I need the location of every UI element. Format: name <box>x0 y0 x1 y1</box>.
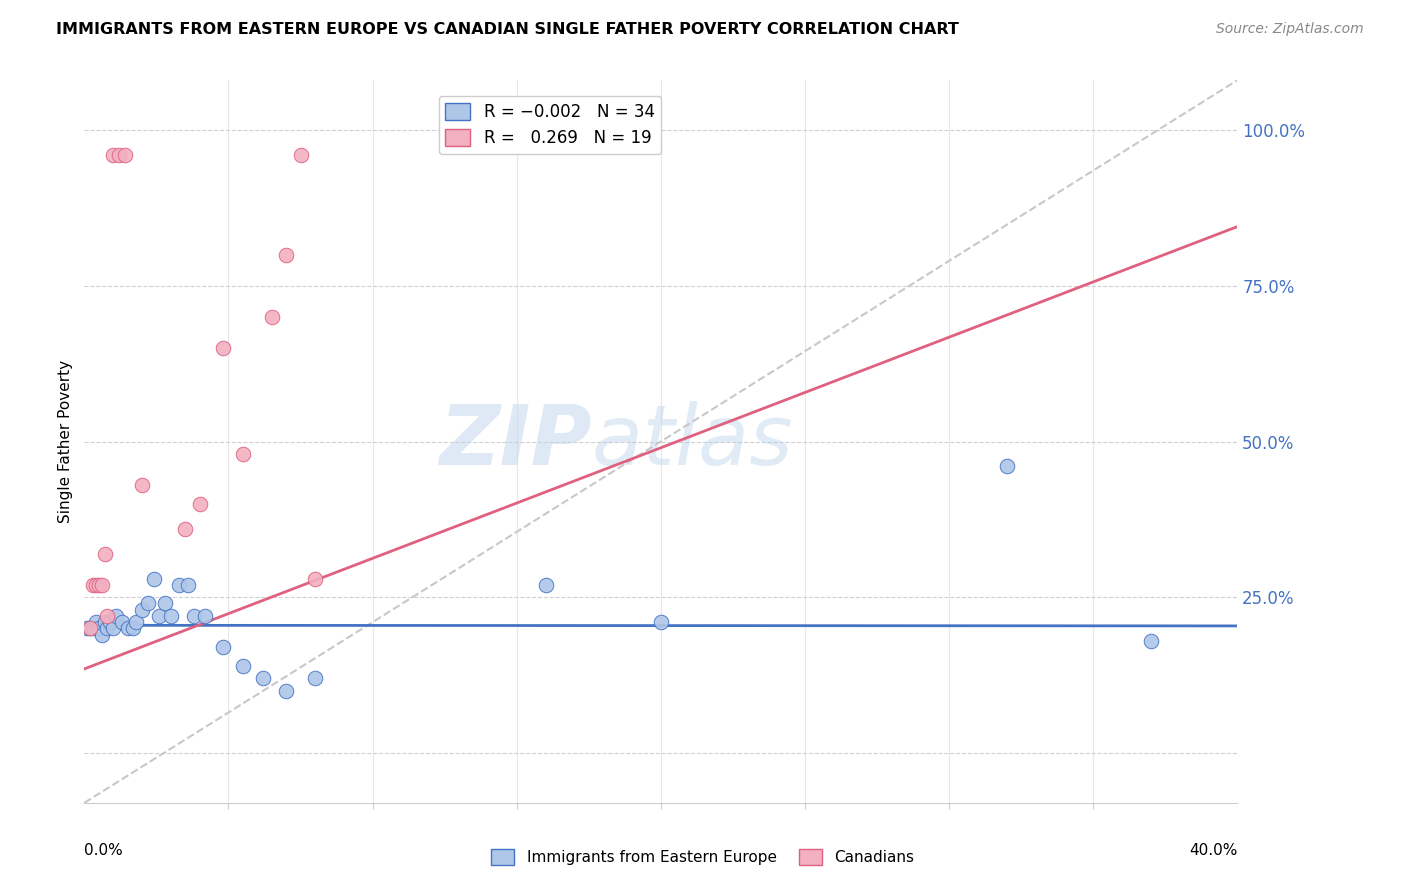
Point <box>90 627 112 641</box>
Point <box>87 621 110 635</box>
Point <box>995 459 1018 474</box>
Point <box>304 572 326 586</box>
Point <box>84 615 107 630</box>
Point <box>84 578 107 592</box>
Point <box>304 671 326 685</box>
Point <box>125 615 148 630</box>
Point <box>76 621 98 635</box>
Text: 0.0%: 0.0% <box>84 843 124 857</box>
Point <box>93 547 115 561</box>
Point <box>90 578 112 592</box>
Text: IMMIGRANTS FROM EASTERN EUROPE VS CANADIAN SINGLE FATHER POVERTY CORRELATION CHA: IMMIGRANTS FROM EASTERN EUROPE VS CANADI… <box>56 22 959 37</box>
Point <box>148 609 170 624</box>
Point <box>108 148 131 162</box>
Point <box>96 609 118 624</box>
Text: atlas: atlas <box>592 401 793 482</box>
Point <box>290 148 312 162</box>
Point <box>103 148 124 162</box>
Point <box>122 621 145 635</box>
Point <box>82 621 104 635</box>
Point <box>142 572 165 586</box>
Point <box>183 609 205 624</box>
Legend: Immigrants from Eastern Europe, Canadians: Immigrants from Eastern Europe, Canadian… <box>485 843 921 871</box>
Point <box>276 683 298 698</box>
Point <box>160 609 183 624</box>
Point <box>131 603 153 617</box>
Point <box>111 615 134 630</box>
Point <box>114 148 136 162</box>
Point <box>79 621 101 635</box>
Point <box>169 578 191 592</box>
Point <box>260 310 283 324</box>
Point <box>153 597 176 611</box>
Point <box>252 671 274 685</box>
Point <box>232 658 254 673</box>
Point <box>131 478 153 492</box>
Text: ZIP: ZIP <box>439 401 592 482</box>
Legend: R = −0.002   N = 34, R =   0.269   N = 19: R = −0.002 N = 34, R = 0.269 N = 19 <box>439 95 661 153</box>
Point <box>650 615 672 630</box>
Point <box>103 621 124 635</box>
Point <box>194 609 217 624</box>
Point <box>98 615 121 630</box>
Point <box>96 621 118 635</box>
Point <box>534 578 557 592</box>
Y-axis label: Single Father Poverty: Single Father Poverty <box>58 360 73 523</box>
Point <box>177 578 200 592</box>
Point <box>79 621 101 635</box>
Point <box>1140 633 1163 648</box>
Point <box>93 615 115 630</box>
Point <box>188 497 211 511</box>
Text: Source: ZipAtlas.com: Source: ZipAtlas.com <box>1216 22 1364 37</box>
Point <box>136 597 159 611</box>
Point <box>211 640 233 654</box>
Point <box>117 621 139 635</box>
Point <box>105 609 128 624</box>
Point <box>232 447 254 461</box>
Text: 40.0%: 40.0% <box>1189 843 1237 857</box>
Point <box>174 522 197 536</box>
Point <box>211 341 233 355</box>
Point <box>276 248 298 262</box>
Point <box>82 578 104 592</box>
Point <box>87 578 110 592</box>
